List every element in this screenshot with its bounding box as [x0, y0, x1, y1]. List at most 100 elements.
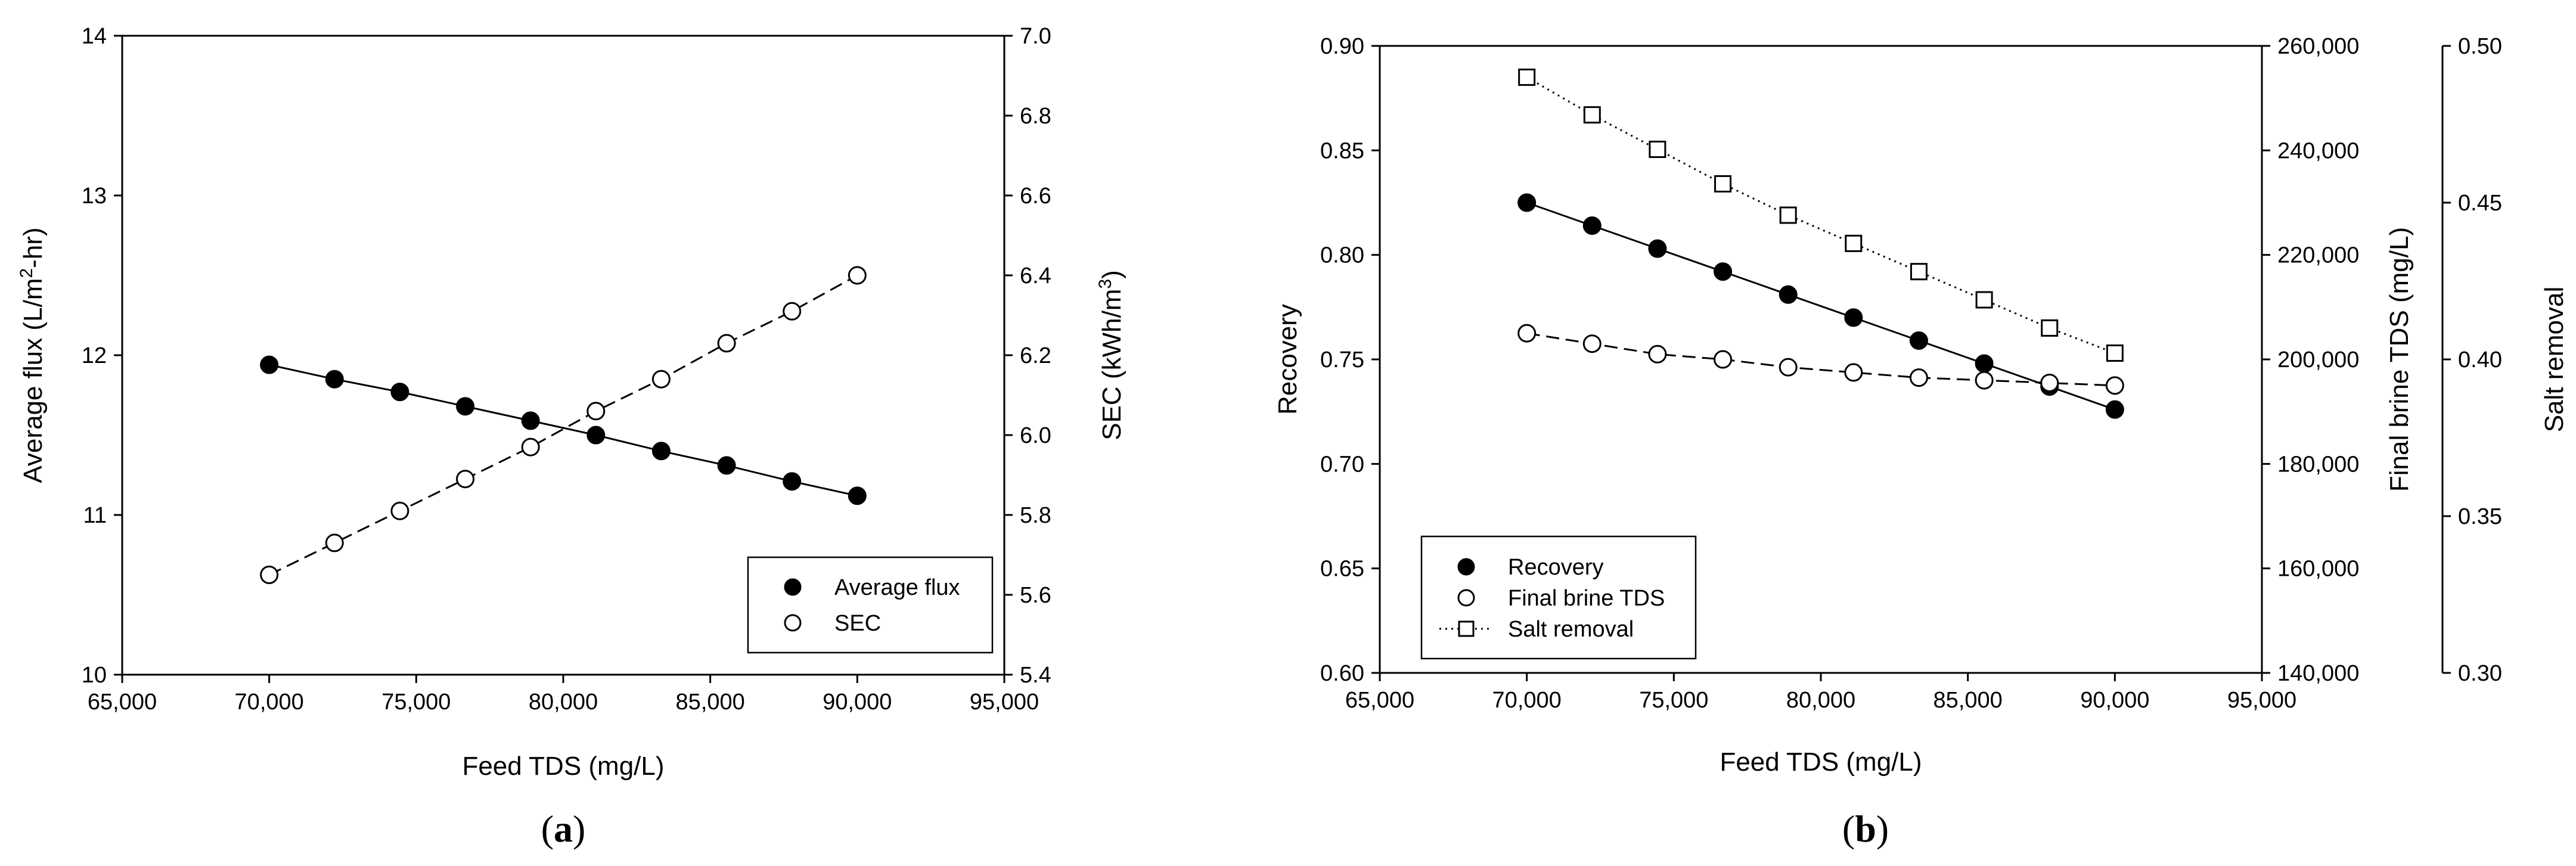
a-y-right-tick-label-7-0: 7.0 — [1020, 24, 1051, 49]
a-point-sec-7 — [717, 334, 736, 353]
chart-b-y-right-axis: 140,000 160,000 180,000 200,000 220,000 240,0… — [2262, 34, 2359, 686]
a-x-tick-label-95-000: 95,000 — [970, 690, 1039, 715]
b-y-left-tick-label-0-90: 0.90 — [1320, 34, 1364, 59]
b-x-tick-label-70-000: 70,000 — [1492, 688, 1562, 713]
b-y-right-tick-label-260-000: 260,000 — [2277, 34, 2359, 59]
chart-a-y-right-axis: 5.4 5.6 5.8 6.0 6.2 6.4 6.6 6.8 7.0 — [1004, 24, 1051, 688]
b-point-final-brine-tds-5 — [1844, 363, 1863, 382]
b-y-right-tick-label-240-000: 240,000 — [2277, 138, 2359, 163]
b-x-tick-label-95-000: 95,000 — [2227, 688, 2296, 713]
chart-b-x-axis-title: Feed TDS (mg/L) — [1720, 747, 1922, 777]
a-x-tick-label-70-000: 70,000 — [235, 690, 304, 715]
b-point-recovery-5 — [1844, 308, 1863, 327]
b-point-salt-removal-4 — [1779, 206, 1797, 224]
chart-b-legend-label-salt-removal: Salt removal — [1508, 617, 1634, 642]
b-series-line-recovery — [1526, 201, 2115, 411]
chart-b-y-right-axis-title: Final brine TDS (mg/L) — [2385, 227, 2414, 492]
b-y-right2-tick-label-0-30: 0.30 — [2458, 661, 2502, 686]
a-x-tick-label-75-000: 75,000 — [381, 690, 451, 715]
chart-b-legend: Recovery Final brine TDS Salt removal — [1420, 535, 1697, 660]
b-y-left-tick-label-0-70: 0.70 — [1320, 452, 1364, 477]
chart-b-legend-marker-recovery — [1457, 558, 1475, 576]
a-y-right-tick-label-6-8: 6.8 — [1020, 104, 1051, 129]
b-point-salt-removal-3 — [1714, 175, 1732, 193]
a-y-right-tick-label-5-8: 5.8 — [1020, 503, 1051, 528]
b-point-salt-removal-0 — [1518, 69, 1536, 86]
b-point-salt-removal-6 — [1910, 263, 1928, 281]
chart-a: 65,000 70,000 75,000 80,000 85,000 90,000 95,0… — [17, 24, 1126, 850]
chart-b-legend-label-recovery: Recovery — [1508, 555, 1604, 580]
b-x-tick-label-75-000: 75,000 — [1639, 688, 1708, 713]
chart-b: 65,000 70,000 75,000 80,000 85,000 90,000 95,0… — [1273, 34, 2569, 850]
a-point-average-flux-4 — [521, 411, 540, 430]
a-point-average-flux-3 — [456, 397, 475, 416]
b-y-right-tick-label-220-000: 220,000 — [2277, 243, 2359, 268]
a-x-tick-label-90-000: 90,000 — [823, 690, 892, 715]
a-x-tick-label-85-000: 85,000 — [676, 690, 745, 715]
a-y-right-tick-label-6-6: 6.6 — [1020, 184, 1051, 209]
b-point-final-brine-tds-1 — [1582, 334, 1602, 353]
a-point-average-flux-1 — [325, 370, 344, 389]
a-y-left-tick-label-14: 14 — [82, 24, 107, 49]
a-y-left-tick-label-11: 11 — [83, 503, 107, 528]
a-point-sec-4 — [521, 437, 540, 457]
a-series-line-sec — [269, 274, 858, 576]
b-y-right-tick-label-180-000: 180,000 — [2277, 452, 2359, 477]
chart-b-y-right2-axis-title: Salt removal — [2540, 287, 2569, 433]
b-y-right-tick-label-200-000: 200,000 — [2277, 347, 2359, 373]
a-point-sec-6 — [651, 370, 671, 389]
b-point-final-brine-tds-8 — [2040, 373, 2059, 392]
b-y-left-tick-label-0-80: 0.80 — [1320, 243, 1364, 268]
chart-a-y-left-axis: 10 11 12 13 14 — [82, 24, 122, 688]
chart-a-legend-marker-sec — [784, 614, 802, 632]
b-point-recovery-7 — [1975, 354, 1994, 373]
b-point-recovery-3 — [1714, 262, 1733, 281]
a-point-sec-2 — [390, 501, 409, 520]
a-point-average-flux-7 — [717, 456, 736, 475]
b-y-right2-tick-label-0-45: 0.45 — [2458, 191, 2502, 216]
b-point-final-brine-tds-9 — [2105, 376, 2124, 395]
b-point-salt-removal-8 — [2041, 319, 2059, 337]
a-y-right-tick-label-6-0: 6.0 — [1020, 423, 1051, 448]
chart-b-legend-marker-salt-removal — [1458, 620, 1475, 637]
a-y-right-tick-label-6-2: 6.2 — [1020, 343, 1051, 368]
chart-a-legend-label-sec: SEC — [834, 611, 881, 636]
b-point-salt-removal-5 — [1845, 234, 1863, 252]
b-point-final-brine-tds-6 — [1909, 368, 1928, 387]
chart-a-x-axis: 65,000 70,000 75,000 80,000 85,000 90,000 95,0… — [88, 675, 1039, 715]
b-point-recovery-9 — [2105, 400, 2124, 419]
chart-a-legend-marker-average-flux — [784, 578, 802, 596]
a-x-tick-label-65-000: 65,000 — [88, 690, 157, 715]
a-y-left-tick-label-13: 13 — [82, 184, 107, 209]
a-point-average-flux-0 — [260, 355, 279, 374]
b-point-final-brine-tds-2 — [1648, 344, 1667, 364]
chart-a-legend: Average flux SEC — [747, 556, 994, 654]
a-point-average-flux-5 — [586, 426, 606, 445]
chart-a-y-right-axis-title: SEC (kWh/m3) — [1095, 270, 1126, 440]
a-point-average-flux-8 — [783, 472, 802, 491]
chart-a-series — [260, 266, 867, 584]
chart-a-x-axis-title: Feed TDS (mg/L) — [462, 752, 664, 781]
b-point-recovery-0 — [1517, 193, 1537, 212]
b-point-salt-removal-9 — [2106, 344, 2124, 362]
b-point-final-brine-tds-4 — [1779, 358, 1798, 377]
a-point-sec-0 — [260, 566, 279, 584]
chart-b-series — [1517, 69, 2124, 419]
a-y-left-tick-label-10: 10 — [82, 663, 107, 688]
b-y-right2-tick-label-0-40: 0.40 — [2458, 347, 2502, 373]
b-point-recovery-2 — [1648, 239, 1667, 258]
a-y-right-tick-label-6-4: 6.4 — [1020, 263, 1051, 288]
b-y-left-tick-label-0-85: 0.85 — [1320, 138, 1364, 163]
b-y-right2-tick-label-0-50: 0.50 — [2458, 34, 2502, 59]
b-y-right-tick-label-140-000: 140,000 — [2277, 661, 2359, 686]
b-point-recovery-6 — [1909, 331, 1928, 350]
chart-b-x-axis: 65,000 70,000 75,000 80,000 85,000 90,000 95,0… — [1345, 673, 2296, 713]
b-point-final-brine-tds-7 — [1975, 371, 1994, 390]
b-x-tick-label-85-000: 85,000 — [1933, 688, 2003, 713]
b-point-recovery-4 — [1779, 285, 1798, 304]
chart-b-y-left-axis: 0.60 0.65 0.70 0.75 0.80 0.85 0.90 — [1320, 34, 1380, 686]
b-y-left-tick-label-0-65: 0.65 — [1320, 557, 1364, 582]
chart-b-y-left-axis-title: Recovery — [1273, 304, 1302, 415]
chart-a-y-left-axis-title: Average flux (L/m2-hr) — [17, 227, 48, 483]
